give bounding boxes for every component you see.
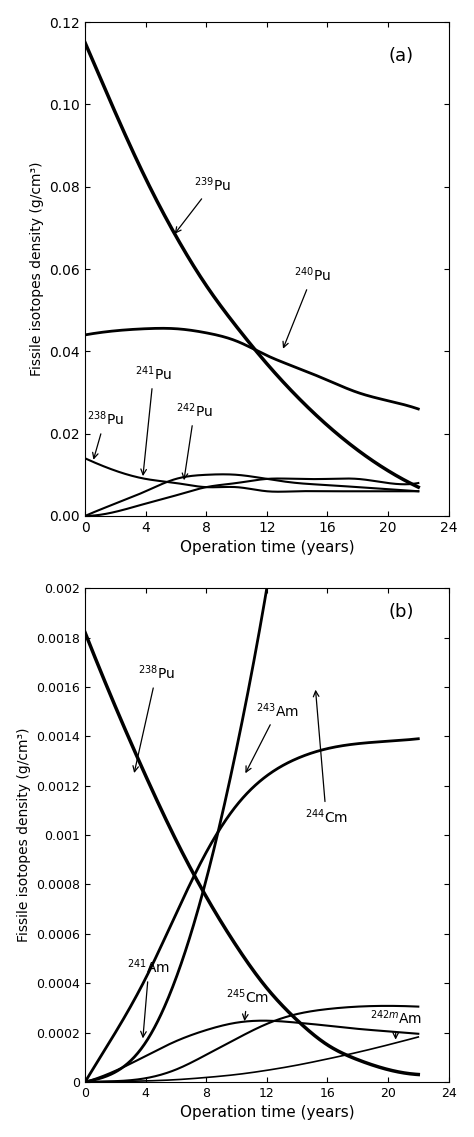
X-axis label: Operation time (years): Operation time (years) xyxy=(180,1105,354,1120)
Y-axis label: Fissile isotopes density (g/cm³): Fissile isotopes density (g/cm³) xyxy=(17,728,31,943)
Text: $^{238}$Pu: $^{238}$Pu xyxy=(133,664,175,772)
Text: $^{239}$Pu: $^{239}$Pu xyxy=(175,175,231,233)
Text: (a): (a) xyxy=(389,47,414,65)
Text: $^{241}$Am: $^{241}$Am xyxy=(128,957,170,1037)
Text: $^{245}$Cm: $^{245}$Cm xyxy=(226,987,269,1020)
Text: $^{244}$Cm: $^{244}$Cm xyxy=(305,691,348,825)
Text: (b): (b) xyxy=(389,603,414,621)
Y-axis label: Fissile isotopes density (g/cm³): Fissile isotopes density (g/cm³) xyxy=(30,161,44,376)
Text: $^{238}$Pu: $^{238}$Pu xyxy=(87,409,124,458)
Text: $^{242}$Pu: $^{242}$Pu xyxy=(176,401,213,479)
X-axis label: Operation time (years): Operation time (years) xyxy=(180,540,354,555)
Text: $^{242m}$Am: $^{242m}$Am xyxy=(370,1009,422,1038)
Text: $^{240}$Pu: $^{240}$Pu xyxy=(283,266,331,348)
Text: $^{243}$Am: $^{243}$Am xyxy=(246,700,299,772)
Text: $^{241}$Pu: $^{241}$Pu xyxy=(135,365,172,475)
